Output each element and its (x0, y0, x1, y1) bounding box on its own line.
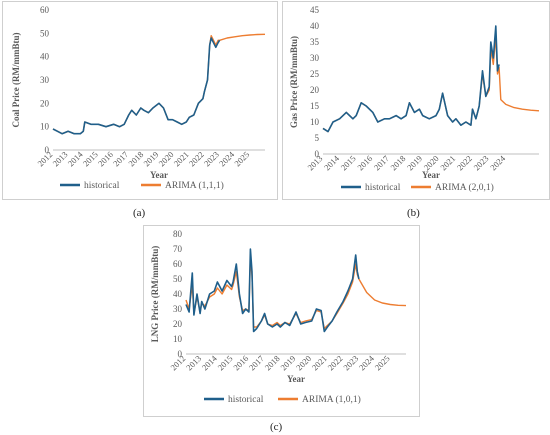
y-tick-label: 5 (315, 133, 320, 143)
x-tick-label: 2021 (438, 153, 457, 172)
panel-label-a: (a) (133, 207, 146, 219)
x-tick-label: 2024 (357, 353, 377, 373)
x-tick-label: 2013 (305, 153, 324, 172)
panel-label-c: (c) (270, 421, 283, 433)
legend-arima-label: ARIMA (1,1,1) (165, 180, 224, 191)
y-tick-label: 10 (310, 117, 320, 127)
y-tick-label: 0 (45, 145, 50, 155)
y-tick-label: 0 (315, 149, 320, 159)
x-tick-label: 2018 (388, 153, 407, 172)
x-tick-label: 2013 (184, 353, 203, 372)
y-axis-title: Coal Price (RM/mmBtu) (11, 33, 21, 128)
x-tick-label: 2014 (200, 353, 220, 373)
x-tick-label: 2017 (247, 353, 266, 372)
legend-historical-label: historical (365, 183, 401, 193)
y-tick-label: 70 (173, 244, 183, 254)
y-tick-label: 15 (310, 101, 320, 111)
y-tick-label: 20 (173, 319, 183, 329)
y-tick-label: 20 (40, 98, 50, 108)
y-tick-label: 60 (173, 259, 183, 269)
y-tick-label: 0 (178, 349, 183, 359)
legend-historical-label: historical (84, 181, 120, 191)
x-tick-label: 2022 (325, 353, 344, 372)
y-tick-label: 40 (310, 21, 320, 31)
y-tick-label: 80 (173, 229, 183, 239)
x-tick-label: 2024 (488, 153, 508, 173)
historical-series-line (185, 248, 360, 333)
legend-arima-label: ARIMA (1,0,1) (302, 394, 361, 405)
y-tick-label: 35 (310, 37, 320, 47)
y-tick-label: 30 (173, 304, 183, 314)
legend-historical-label: historical (228, 395, 264, 405)
y-tick-label: 60 (40, 5, 50, 15)
y-tick-label: 40 (40, 52, 50, 62)
x-tick-label: 2015 (215, 353, 234, 372)
y-tick-label: 45 (310, 5, 320, 15)
lng-price-chart: 0102030405060708020122013201420152016201… (150, 229, 407, 405)
y-axis-title: Gas Price (RM/mmBtu) (289, 36, 299, 128)
y-tick-label: 50 (40, 28, 50, 38)
historical-series-line (322, 25, 500, 133)
x-tick-label: 2021 (310, 353, 329, 372)
arima-series-line (52, 33, 266, 135)
x-tick-label: 2014 (322, 153, 342, 173)
x-tick-label: 2023 (341, 353, 360, 372)
y-tick-label: 30 (40, 75, 50, 85)
y-tick-label: 25 (310, 69, 320, 79)
x-tick-label: 2022 (455, 153, 474, 172)
x-tick-label: 2020 (294, 353, 313, 372)
x-tick-label: 2023 (471, 153, 490, 172)
y-axis-title: LNG Price (RM/mmBtu) (150, 246, 160, 342)
coal-price-chart-panel: 0 10 20 30 40 50 60 2012 2013 2014 2015 2016 2017 201… (2, 1, 278, 200)
x-tick-label: 2015 (339, 153, 358, 172)
y-tick-label: 40 (173, 289, 183, 299)
panel-label-b: (b) (407, 207, 420, 219)
lng-price-chart-panel: 0 10 20 30 40 50 60 70 80 2012 2013 2014 2015 2016 201… (143, 225, 420, 417)
x-tick-label: 2012 (168, 353, 187, 372)
x-tick-label: 2016 (231, 353, 250, 372)
y-tick-label: 10 (173, 334, 183, 344)
y-tick-label: 50 (173, 274, 183, 284)
x-tick-label: 2018 (263, 353, 282, 372)
x-tick-label: 2017 (372, 153, 391, 172)
gas-price-chart: 0510152025303540452013201420152016201720… (289, 5, 540, 193)
y-tick-label: 10 (40, 122, 50, 132)
x-tick-label: 2025 (232, 149, 251, 168)
x-axis-title: Year (287, 374, 305, 384)
coal-price-chart: 0102030405060201220132014201520162017201… (11, 5, 266, 191)
y-tick-label: 20 (310, 85, 320, 95)
x-axis-title: Year (150, 170, 168, 180)
x-tick-label: 2019 (278, 353, 297, 372)
arima-series-line (185, 257, 407, 330)
x-tick-label: 2016 (355, 153, 374, 172)
x-axis-title: Year (422, 170, 440, 180)
historical-series-line (52, 37, 221, 135)
y-tick-label: 30 (310, 53, 320, 63)
x-tick-label: 2025 (373, 353, 392, 372)
gas-price-chart-panel: 0 5 10 15 20 25 30 35 40 45 2013 2014 2015 2016 2017 20… (282, 1, 550, 200)
legend-arima-label: ARIMA (2,0,1) (435, 182, 494, 193)
